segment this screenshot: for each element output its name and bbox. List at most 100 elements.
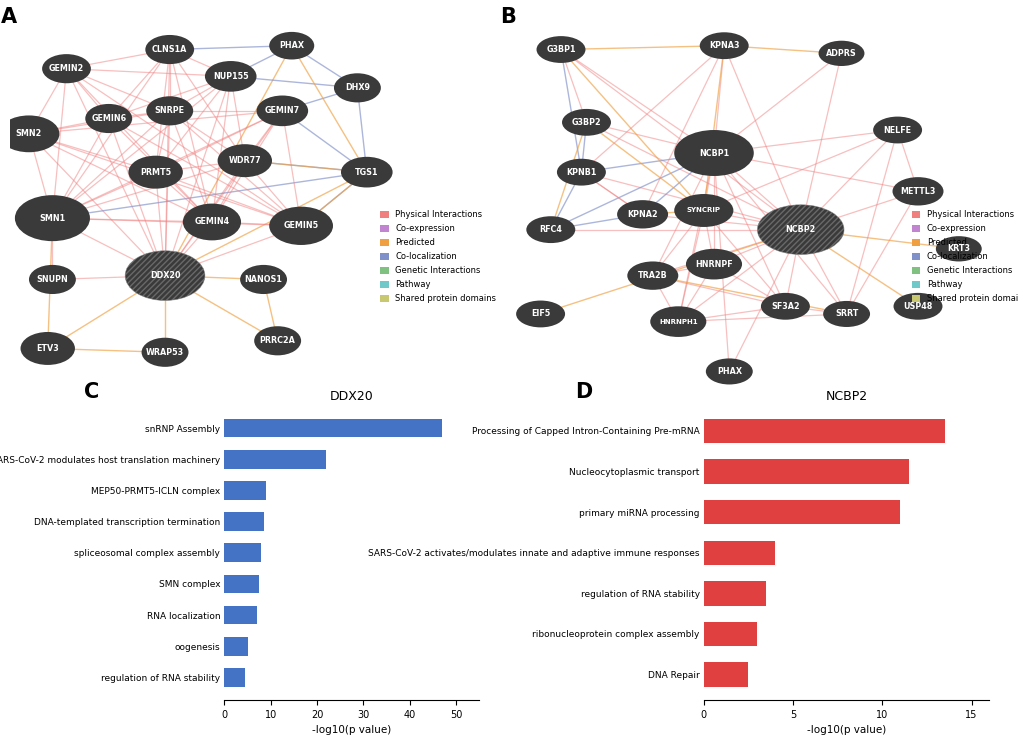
Text: KRT3: KRT3 — [947, 244, 969, 254]
Ellipse shape — [516, 301, 565, 327]
Text: SNRPE: SNRPE — [155, 106, 184, 116]
Ellipse shape — [892, 177, 943, 206]
Ellipse shape — [125, 251, 205, 301]
Ellipse shape — [128, 156, 182, 189]
Text: G3BP1: G3BP1 — [546, 45, 575, 54]
Text: PHAX: PHAX — [279, 41, 304, 50]
X-axis label: -log10(p value): -log10(p value) — [806, 725, 886, 736]
Bar — [703, 581, 765, 606]
Ellipse shape — [217, 144, 272, 177]
Text: SYNCRIP: SYNCRIP — [686, 208, 720, 214]
Ellipse shape — [686, 249, 742, 279]
Text: USP48: USP48 — [903, 301, 931, 311]
Ellipse shape — [526, 216, 575, 243]
Ellipse shape — [674, 130, 753, 176]
Text: SMN2: SMN2 — [16, 129, 42, 139]
Text: SMN1: SMN1 — [40, 214, 65, 223]
Ellipse shape — [822, 301, 869, 327]
Ellipse shape — [20, 332, 74, 365]
Text: GEMIN6: GEMIN6 — [91, 114, 126, 123]
Ellipse shape — [269, 32, 314, 60]
Bar — [703, 663, 748, 687]
Text: SF3A2: SF3A2 — [770, 301, 799, 311]
Text: G3BP2: G3BP2 — [571, 118, 601, 127]
Bar — [224, 668, 245, 687]
X-axis label: -log10(p value): -log10(p value) — [312, 725, 391, 736]
Title: NCBP2: NCBP2 — [824, 390, 867, 403]
Ellipse shape — [0, 116, 59, 153]
Text: WRAP53: WRAP53 — [146, 348, 183, 357]
Ellipse shape — [146, 97, 193, 125]
Text: GEMIN4: GEMIN4 — [195, 217, 229, 226]
Text: DDX20: DDX20 — [150, 271, 180, 280]
Ellipse shape — [254, 326, 301, 355]
Ellipse shape — [893, 293, 942, 320]
Bar — [224, 450, 326, 469]
Text: EIF5: EIF5 — [531, 310, 549, 318]
Title: DDX20: DDX20 — [330, 390, 373, 403]
Bar — [224, 481, 266, 500]
Bar — [703, 419, 944, 443]
Text: PRMT5: PRMT5 — [140, 167, 171, 177]
Legend: Physical Interactions, Co-expression, Predicted, Co-localization, Genetic Intera: Physical Interactions, Co-expression, Pr… — [380, 210, 496, 303]
Ellipse shape — [239, 265, 286, 294]
Text: A: A — [1, 7, 17, 27]
Text: SNUPN: SNUPN — [37, 275, 68, 284]
Bar — [224, 512, 264, 531]
Ellipse shape — [674, 194, 733, 227]
Ellipse shape — [561, 109, 610, 136]
Ellipse shape — [340, 157, 392, 187]
Text: SRRT: SRRT — [835, 310, 857, 318]
Ellipse shape — [616, 200, 667, 228]
Bar — [703, 500, 900, 524]
Ellipse shape — [29, 265, 75, 294]
Ellipse shape — [145, 35, 194, 64]
Text: ETV3: ETV3 — [37, 344, 59, 353]
Ellipse shape — [42, 54, 91, 83]
Ellipse shape — [705, 358, 752, 385]
Text: ADPRS: ADPRS — [825, 49, 856, 58]
Text: C: C — [85, 382, 99, 402]
Text: NCBP1: NCBP1 — [698, 148, 729, 158]
Legend: Physical Interactions, Co-expression, Predicted, Co-localization, Genetic Intera: Physical Interactions, Co-expression, Pr… — [911, 210, 1019, 303]
Ellipse shape — [756, 205, 844, 254]
Ellipse shape — [15, 195, 90, 241]
Text: NANOS1: NANOS1 — [245, 275, 282, 284]
Text: B: B — [499, 7, 516, 27]
Bar — [703, 622, 756, 646]
Ellipse shape — [536, 36, 585, 63]
Ellipse shape — [257, 96, 308, 126]
Text: CLNS1A: CLNS1A — [152, 45, 187, 54]
Text: TGS1: TGS1 — [355, 167, 378, 177]
Ellipse shape — [269, 206, 332, 245]
Text: METTL3: METTL3 — [900, 186, 934, 196]
Ellipse shape — [760, 293, 809, 320]
Text: TRA2B: TRA2B — [637, 271, 667, 280]
Ellipse shape — [935, 236, 981, 262]
Ellipse shape — [333, 73, 380, 102]
Text: WDR77: WDR77 — [228, 156, 261, 165]
Text: KPNA2: KPNA2 — [627, 210, 657, 219]
Ellipse shape — [818, 41, 864, 66]
Ellipse shape — [556, 158, 605, 186]
Text: DHX9: DHX9 — [344, 83, 370, 92]
Text: PHAX: PHAX — [716, 367, 741, 376]
Bar — [224, 419, 442, 438]
Text: PRRC2A: PRRC2A — [260, 336, 296, 346]
Text: GEMIN2: GEMIN2 — [49, 64, 84, 73]
Text: NUP155: NUP155 — [213, 71, 249, 81]
Text: GEMIN5: GEMIN5 — [283, 221, 318, 231]
Ellipse shape — [182, 203, 240, 240]
Bar — [224, 575, 259, 593]
Bar — [703, 540, 774, 565]
Ellipse shape — [86, 104, 132, 133]
Ellipse shape — [205, 61, 257, 91]
Text: KPNB1: KPNB1 — [566, 167, 596, 177]
Text: NELFE: NELFE — [882, 125, 911, 135]
Bar — [703, 459, 908, 483]
Bar — [224, 606, 257, 624]
Text: GEMIN7: GEMIN7 — [265, 106, 300, 116]
Text: RFC4: RFC4 — [539, 225, 561, 234]
Text: HNRNPH1: HNRNPH1 — [658, 318, 697, 324]
Text: KPNA3: KPNA3 — [708, 41, 739, 50]
